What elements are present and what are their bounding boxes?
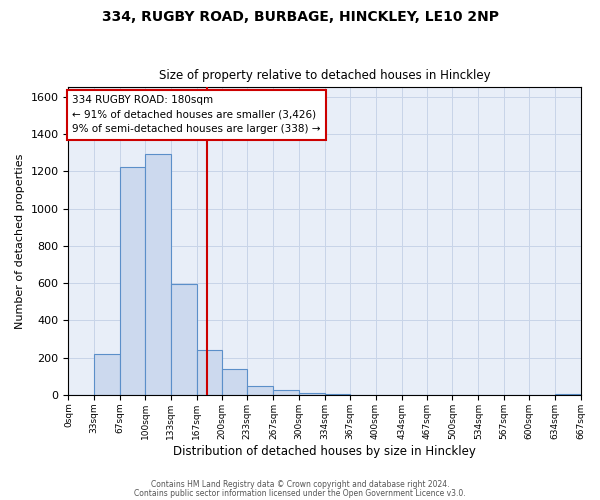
Bar: [299, 393, 325, 395]
Bar: [247, 386, 274, 395]
Bar: [94, 354, 120, 395]
Bar: [145, 154, 170, 395]
Text: Contains HM Land Registry data © Crown copyright and database right 2024.: Contains HM Land Registry data © Crown c…: [151, 480, 449, 489]
Bar: [325, 394, 350, 395]
Bar: [555, 394, 580, 395]
X-axis label: Distribution of detached houses by size in Hinckley: Distribution of detached houses by size …: [173, 444, 476, 458]
Text: Contains public sector information licensed under the Open Government Licence v3: Contains public sector information licen…: [134, 488, 466, 498]
Title: Size of property relative to detached houses in Hinckley: Size of property relative to detached ho…: [158, 69, 490, 82]
Bar: [120, 168, 145, 395]
Bar: [222, 369, 247, 395]
Bar: [197, 350, 222, 395]
Bar: [274, 390, 299, 395]
Y-axis label: Number of detached properties: Number of detached properties: [15, 154, 25, 329]
Bar: [170, 284, 197, 395]
Text: 334 RUGBY ROAD: 180sqm
← 91% of detached houses are smaller (3,426)
9% of semi-d: 334 RUGBY ROAD: 180sqm ← 91% of detached…: [72, 95, 321, 134]
Text: 334, RUGBY ROAD, BURBAGE, HINCKLEY, LE10 2NP: 334, RUGBY ROAD, BURBAGE, HINCKLEY, LE10…: [101, 10, 499, 24]
